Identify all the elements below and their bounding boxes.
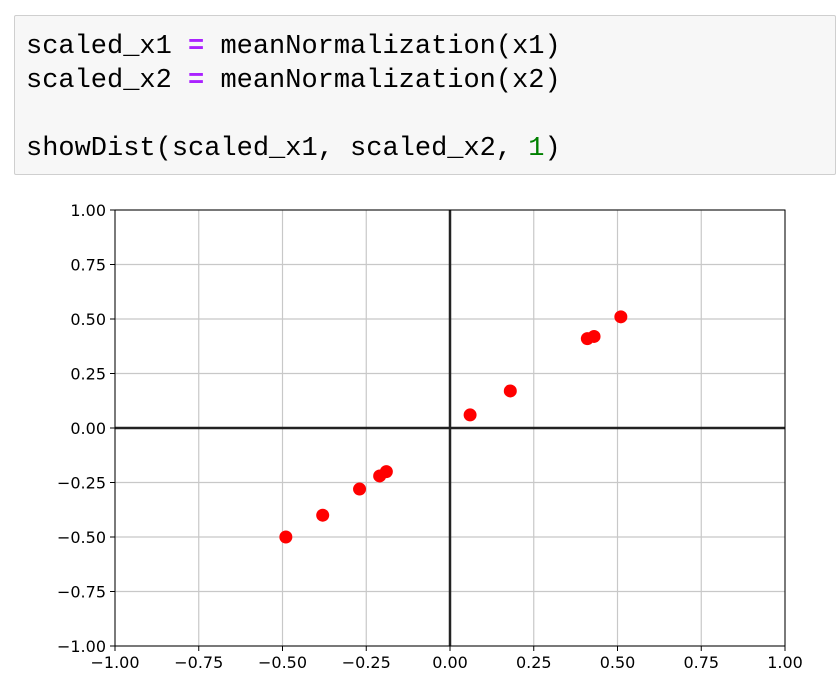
x-tick-label: −0.25 [342,653,391,672]
tick-marks [110,209,786,651]
x-tick-label: 0.25 [516,653,552,672]
code-cell[interactable]: scaled_x1 = meanNormalization(x1) scaled… [14,15,836,175]
data-point [379,465,393,479]
data-point [316,508,330,522]
x-tick-label: 0.50 [600,653,636,672]
y-tick-label: 0.00 [70,419,106,438]
code-variable: scaled_x1 [26,32,172,62]
y-tick-label: 0.25 [70,365,106,384]
code-operator: = [188,66,205,96]
data-point [279,530,293,544]
zero-axes [115,210,785,646]
code-operator: = [188,32,205,62]
y-tick-label: −1.00 [57,637,106,656]
code-line-1: scaled_x1 = meanNormalization(x1) [26,30,561,64]
data-point [587,329,601,343]
x-tick-labels: −1.00 −0.75 −0.50 −0.25 0.00 0.25 0.50 0.75 1.00 [90,653,802,672]
x-tick-label: 0.75 [683,653,719,672]
code-variable: scaled_x2 [26,66,172,96]
code-line-3: showDist(scaled_x1, scaled_x2, 1) [26,132,561,166]
x-tick-label: −0.75 [174,653,223,672]
code-editor[interactable]: scaled_x1 = meanNormalization(x1) scaled… [26,30,561,166]
y-tick-label: 0.50 [70,310,106,329]
y-tick-label: 1.00 [70,201,106,220]
x-tick-label: −1.00 [90,653,139,672]
code-number: 1 [528,134,545,164]
scatter-plot: −1.00 −0.75 −0.50 −0.25 0.00 0.25 0.50 0.75 1.00… [57,201,803,672]
x-tick-label: 1.00 [767,653,803,672]
data-point [353,482,367,496]
data-point [503,384,517,398]
y-tick-labels: 1.00 0.75 0.50 0.25 0.00 −0.25 −0.50 −0.75 −1.00 [57,201,106,656]
x-tick-label: −0.50 [258,653,307,672]
x-tick-label: 0.00 [432,653,468,672]
y-tick-label: −0.75 [57,583,106,602]
data-points [279,310,628,544]
data-point [463,408,477,422]
code-line-2: scaled_x2 = meanNormalization(x2) [26,64,561,98]
code-call: showDist(scaled_x1, scaled_x2, [26,134,529,164]
y-tick-label: 0.75 [70,256,106,275]
y-tick-label: −0.50 [57,528,106,547]
code-call: meanNormalization(x1) [220,32,561,62]
code-call: ) [544,134,561,164]
data-point [614,310,628,324]
y-tick-label: −0.25 [57,474,106,493]
code-line-blank [26,98,561,132]
code-call: meanNormalization(x2) [220,66,561,96]
